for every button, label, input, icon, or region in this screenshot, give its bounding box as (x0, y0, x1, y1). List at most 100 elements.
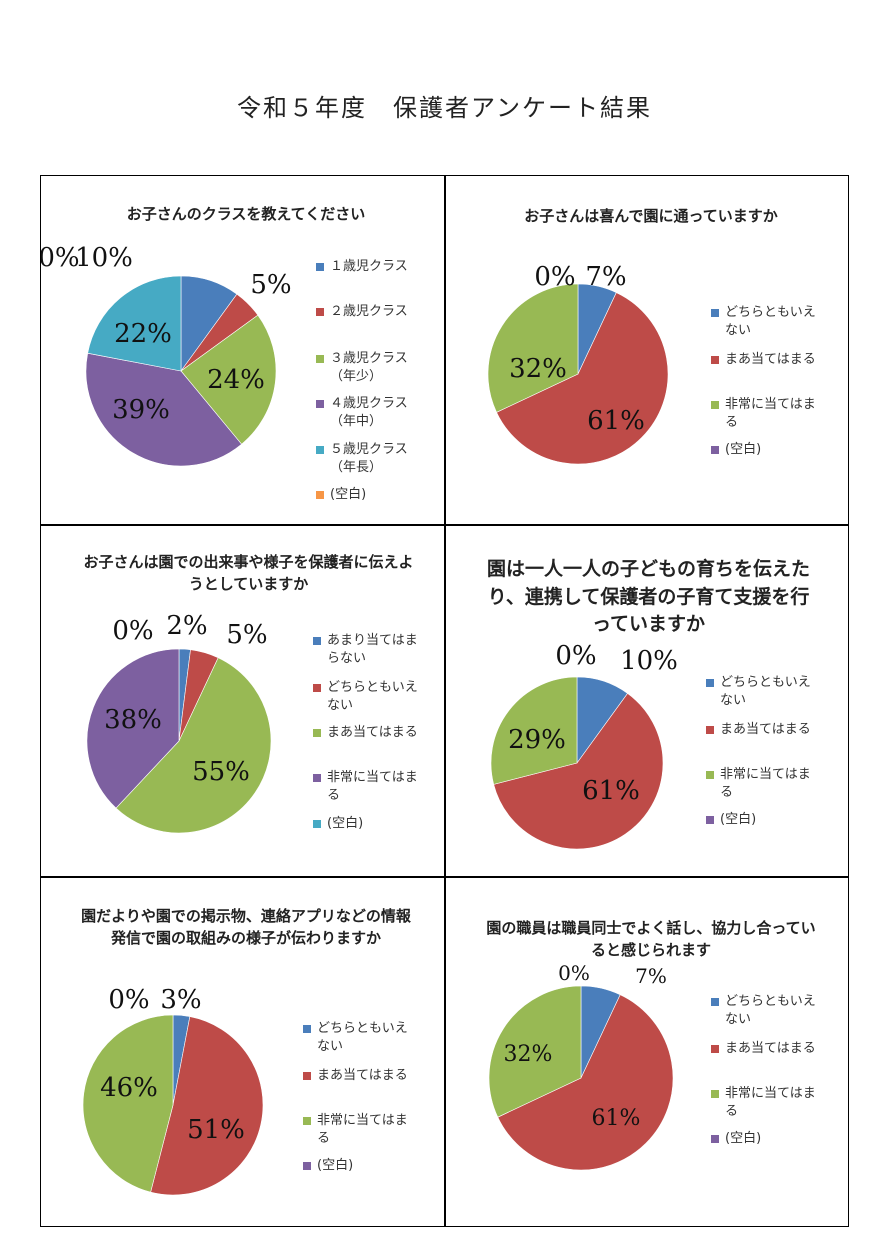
legend-label: ３歳児クラス （年少） (330, 351, 408, 384)
legend-label: (空白) (317, 1158, 354, 1173)
pie-chart: 10% 61% 29% 0% (490, 641, 678, 850)
data-label-5: 0% (112, 616, 153, 646)
legend-swatch (711, 309, 719, 317)
legend-swatch (303, 1162, 311, 1170)
legend-swatch (711, 401, 719, 409)
chart-title: お子さんは園での出来事や様子を保護者に伝えようとしていますか (83, 553, 414, 593)
data-label-4: 0% (108, 985, 149, 1015)
legend-swatch (313, 820, 321, 828)
legend-label: あまり当てはま らない (327, 633, 418, 666)
legend-label: どちらともいえ ない (725, 994, 816, 1027)
data-label-6: 0% (41, 243, 80, 273)
legend-label: ２歳児クラス (330, 304, 408, 319)
data-label-1: 2% (166, 611, 207, 641)
legend-swatch (316, 308, 324, 316)
data-label-4: 0% (555, 641, 596, 671)
chart-panel-5: 園だよりや園での掲示物、連絡アプリなどの情報発信で園の取組みの様子が伝わりますか… (40, 877, 445, 1227)
chart-panel-2: お子さんは喜んで園に通っていますか 7% 61% 32% 0% どちらともいえ ないまあ当… (445, 175, 849, 525)
legend-swatch (711, 998, 719, 1006)
legend-label: (空白) (725, 1131, 762, 1146)
legend-swatch (706, 679, 714, 687)
legend-label: (空白) (330, 487, 367, 502)
legend-label: まあ当てはまる (327, 725, 418, 740)
pie-slice-4 (85, 352, 242, 467)
legend-label: どちらともいえ ない (720, 675, 811, 708)
data-label-1: 3% (160, 985, 201, 1015)
legend-swatch (711, 446, 719, 454)
legend-label: まあ当てはまる (317, 1068, 408, 1083)
chart-title: 園だよりや園での掲示物、連絡アプリなどの情報発信で園の取組みの様子が伝わりますか (81, 907, 411, 947)
legend-label: まあ当てはまる (720, 722, 811, 737)
chart-panel-6: 園の職員は職員同士でよく話し、協力し合っていると感じられます 7% 61% 32% 0%… (445, 877, 849, 1227)
legend-swatch (303, 1072, 311, 1080)
legend-label: どちらともいえ ない (327, 680, 418, 713)
legend-label: 非常に当てはま る (317, 1113, 408, 1146)
legend-label: まあ当てはまる (725, 1041, 816, 1056)
data-label-2: 5% (226, 620, 267, 650)
legend-swatch (316, 400, 324, 408)
legend-swatch (316, 491, 324, 499)
legend-label: (空白) (720, 812, 757, 827)
data-label-5: 22% (114, 319, 172, 349)
legend-label: (空白) (725, 442, 762, 457)
legend-swatch (316, 263, 324, 271)
legend-swatch (711, 1045, 719, 1053)
chart-title: お子さんは喜んで園に通っていますか (524, 207, 778, 225)
legend-label: １歳児クラス (330, 259, 408, 274)
data-label-2: 61% (582, 776, 640, 806)
chart-panel-1: お子さんのクラスを教えてください 10% 5% 24% 39% 22% 0% １歳児クラス ２歳… (40, 175, 445, 525)
legend-swatch (303, 1117, 311, 1125)
data-label-3: 46% (100, 1073, 158, 1103)
legend-swatch (711, 356, 719, 364)
legend-label: 非常に当てはま る (725, 1086, 816, 1119)
legend-label: ５歳児クラス （年長） (330, 442, 408, 475)
data-label-4: 0% (534, 262, 575, 292)
data-label-3: 24% (207, 365, 265, 395)
data-label-4: 38% (104, 705, 162, 735)
legend-label: (空白) (327, 816, 364, 831)
data-label-3: 32% (509, 354, 567, 384)
data-label-1: 10% (75, 243, 133, 273)
pie-slice-2 (493, 693, 664, 850)
pie-chart: 7% 61% 32% 0% (487, 262, 669, 465)
pie-slice-3 (488, 985, 582, 1118)
legend-label: どちらともいえ ない (317, 1021, 408, 1054)
data-label-4: 0% (558, 961, 590, 985)
legend-label: どちらともいえ ない (725, 305, 816, 338)
chart-panel-3: お子さんは園での出来事や様子を保護者に伝えようとしていますか 2% 5% 55% 38%… (40, 525, 445, 877)
document-title: 令和５年度 保護者アンケート結果 (236, 94, 653, 122)
pie-chart: 2% 5% 55% 38% 0% (86, 611, 272, 834)
chart-panel-4: 園は一人一人の子どもの育ちを伝えたり、連携して保護者の子育て支援を行っていますか… (445, 525, 849, 877)
pie-slice-2 (497, 994, 674, 1171)
legend-swatch (313, 637, 321, 645)
legend-swatch (706, 726, 714, 734)
legend-swatch (303, 1025, 311, 1033)
legend-label: 非常に当てはま る (725, 397, 816, 430)
legend-swatch (711, 1090, 719, 1098)
pie-slice-3 (487, 283, 579, 413)
legend-swatch (706, 771, 714, 779)
data-label-3: 29% (508, 725, 566, 755)
legend-label: まあ当てはまる (725, 352, 816, 367)
data-label-2: 51% (187, 1115, 245, 1145)
legend-label: ４歳児クラス （年中） (330, 396, 408, 429)
data-label-3: 32% (504, 1042, 553, 1067)
pie-slice-3 (115, 657, 272, 834)
chart-title: お子さんのクラスを教えてください (126, 205, 366, 223)
data-label-2: 61% (592, 1106, 641, 1131)
chart-title: 園の職員は職員同士でよく話し、協力し合っていると感じられます (486, 919, 816, 959)
legend-swatch (313, 774, 321, 782)
pie-slice-3 (490, 676, 578, 785)
data-label-1: 7% (585, 262, 626, 292)
pie-slice-2 (496, 292, 669, 465)
legend-label: 非常に当てはま る (327, 770, 418, 803)
data-label-1: 7% (635, 964, 667, 988)
data-label-2: 61% (587, 406, 645, 436)
pie-slice-4 (86, 648, 180, 809)
legend-swatch (706, 816, 714, 824)
pie-chart: 3% 51% 46% 0% (82, 985, 264, 1196)
data-label-1: 10% (620, 646, 678, 676)
legend-swatch (313, 729, 321, 737)
pie-chart: 10% 5% 24% 39% 22% 0% (41, 243, 292, 467)
pie-chart: 7% 61% 32% 0% (488, 961, 674, 1171)
